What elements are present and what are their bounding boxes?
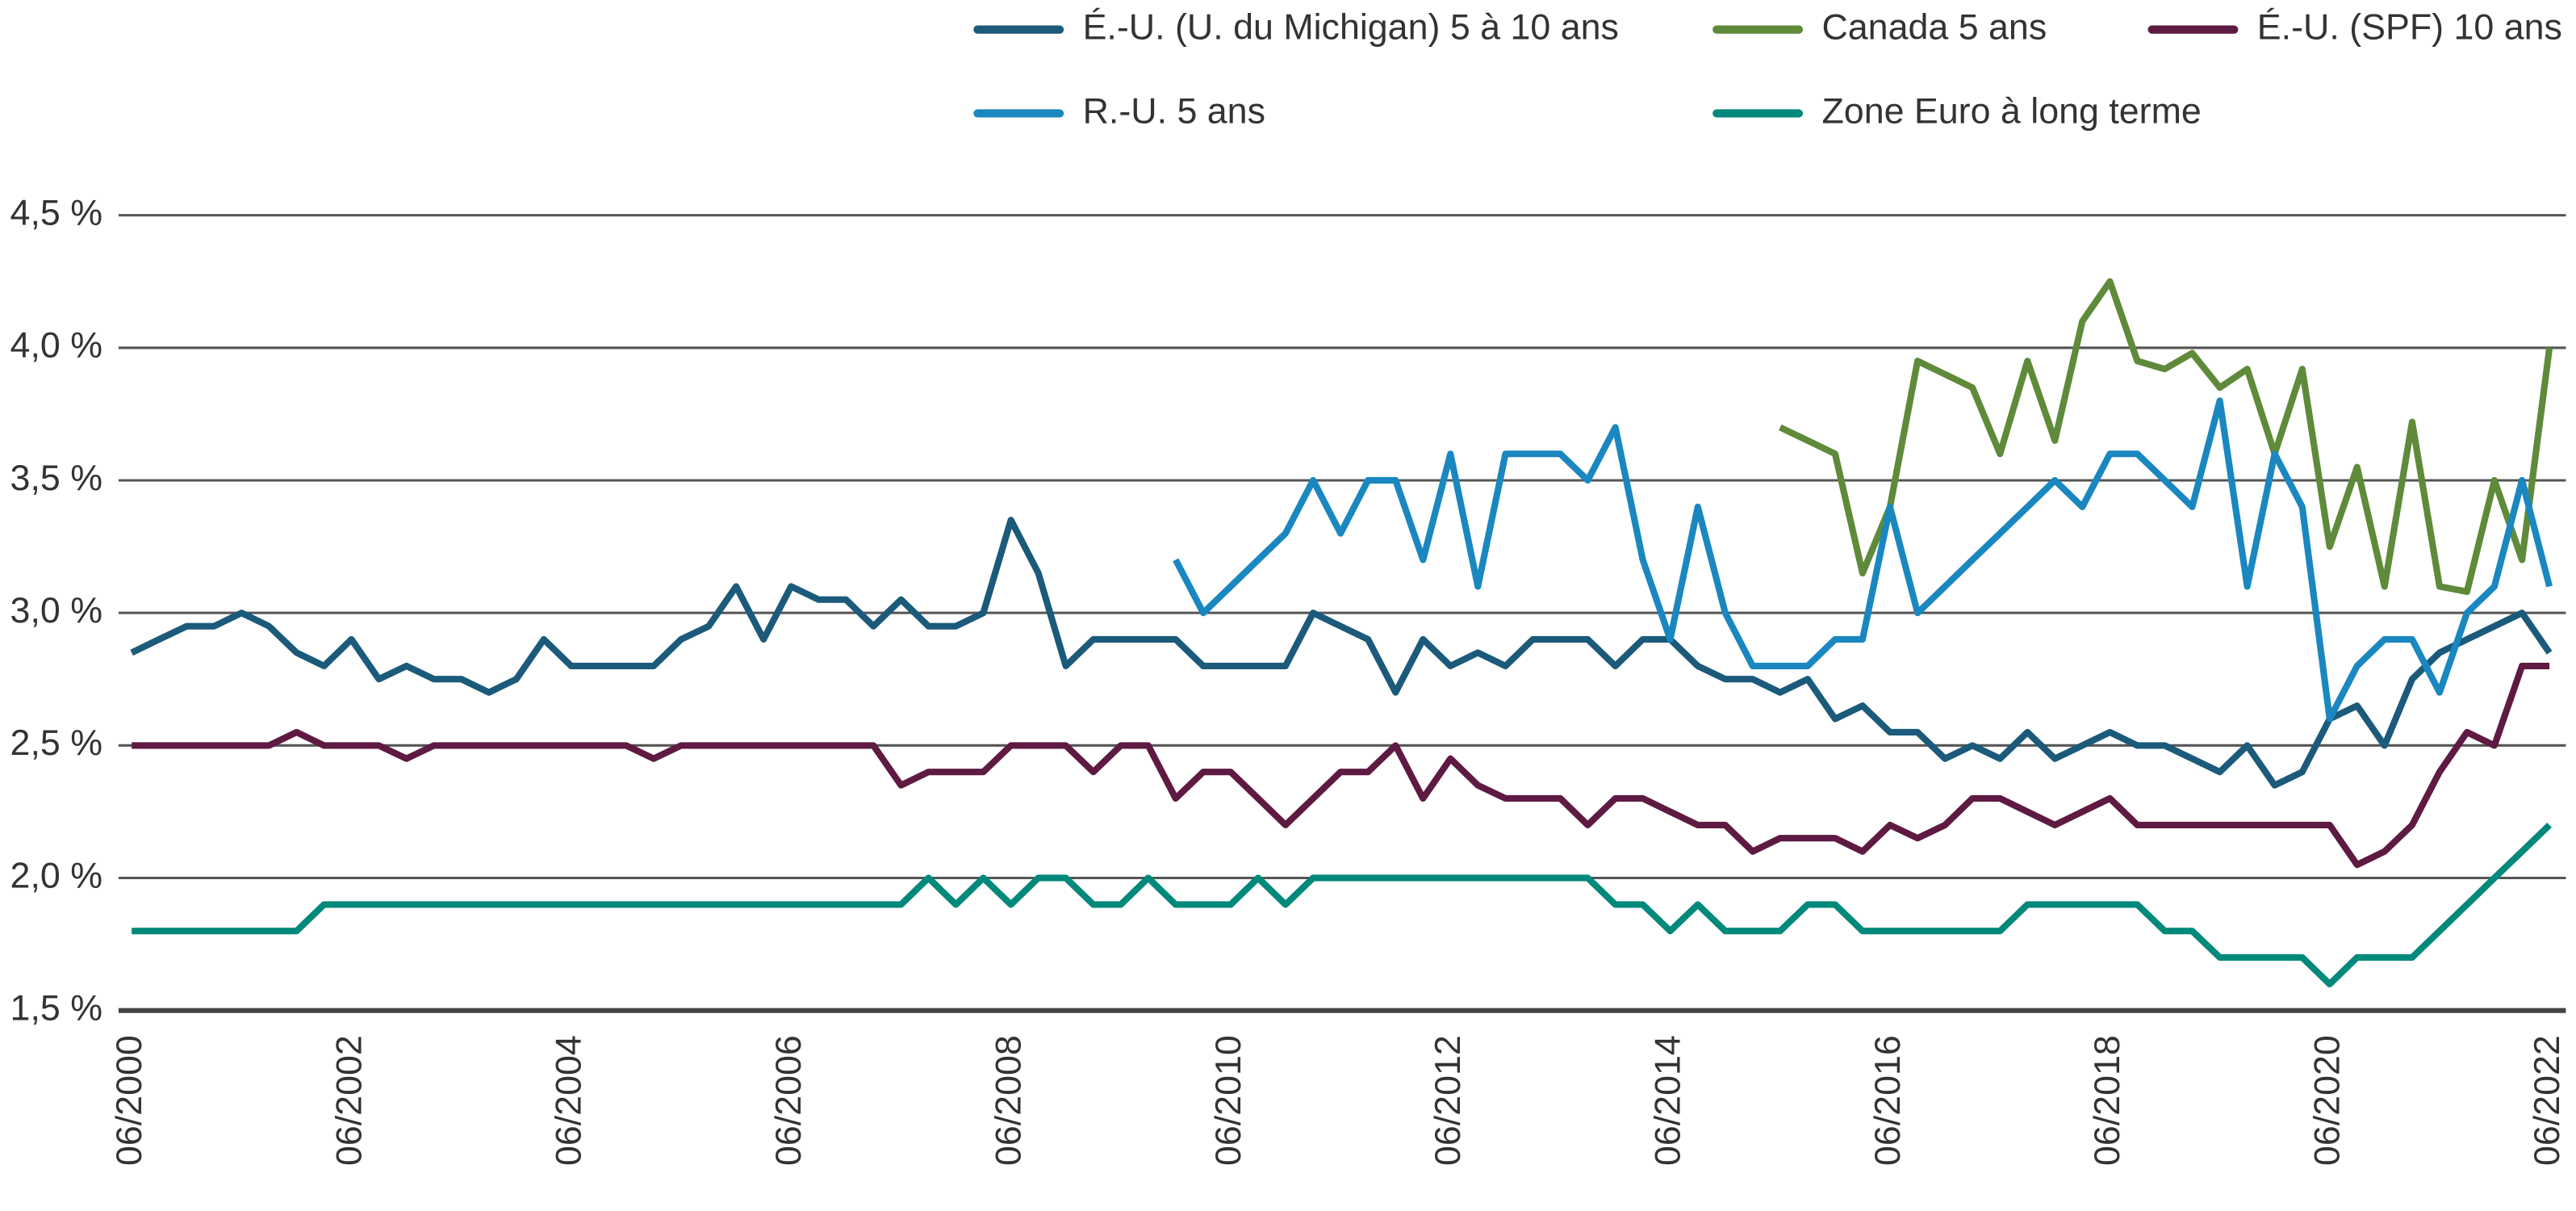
legend-label: Canada 5 ans (1821, 6, 2047, 47)
x-tick-label: 06/2006 (768, 1035, 809, 1166)
x-tick-label: 06/2020 (2307, 1035, 2348, 1166)
legend-label: É.-U. (SPF) 10 ans (2257, 6, 2562, 47)
series-line (132, 822, 2552, 987)
x-tick-label: 06/2004 (549, 1035, 589, 1166)
series-line (130, 517, 2553, 789)
x-tick-label: 06/2018 (2087, 1035, 2127, 1166)
x-tick-label: 06/2010 (1208, 1035, 1248, 1166)
y-tick-label: 2,0 % (10, 855, 102, 895)
series-line (1779, 278, 2553, 595)
y-tick-label: 4,0 % (10, 325, 102, 366)
x-tick-label: 06/2016 (1867, 1035, 1908, 1166)
y-tick-label: 2,5 % (10, 723, 102, 763)
y-tick-label: 1,5 % (10, 988, 102, 1029)
series-line (1173, 397, 2553, 723)
x-tick-label: 06/2008 (988, 1035, 1028, 1166)
x-tick-label: 06/2012 (1428, 1035, 1468, 1166)
legend-label: R.-U. 5 ans (1083, 90, 1265, 131)
y-tick-label: 3,5 % (10, 458, 102, 498)
x-tick-label: 06/2022 (2527, 1035, 2567, 1166)
x-tick-label: 06/2000 (109, 1035, 149, 1166)
y-tick-label: 4,5 % (10, 192, 102, 233)
legend-label: Zone Euro à long terme (1821, 90, 2201, 131)
y-tick-label: 3,0 % (10, 590, 102, 631)
x-tick-label: 06/2002 (328, 1035, 369, 1166)
legend-label: É.-U. (U. du Michigan) 5 à 10 ans (1083, 6, 1619, 47)
series-line (132, 662, 2550, 869)
x-tick-label: 06/2014 (1647, 1035, 1687, 1166)
